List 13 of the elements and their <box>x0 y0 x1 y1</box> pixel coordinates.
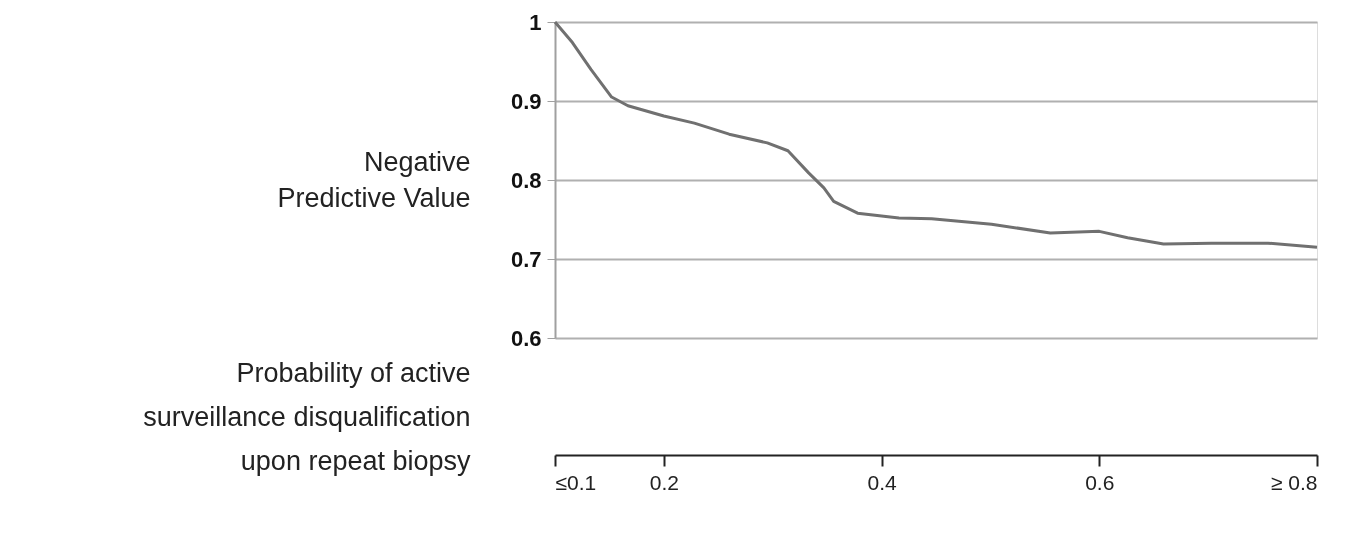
x-tick-label: 0.2 <box>649 470 679 494</box>
x-axis-title: Probability of active surveillance disqualification upon repeat biopsy <box>143 357 471 476</box>
x-tick-label: 0.6 <box>1085 470 1115 494</box>
y-tick-label: 0.6 <box>510 325 542 351</box>
y-tick-label: 0.9 <box>510 88 542 114</box>
x-tick-label: ≥ 0.8 <box>1270 470 1318 494</box>
y-tick-label: 0.8 <box>510 167 542 193</box>
y-axis-title: Negative Predictive Value <box>277 146 471 213</box>
y-tick-label: 0.7 <box>510 246 542 272</box>
x-tick-label: ≤0.1 <box>555 470 597 494</box>
y-tick-label: 1 <box>529 9 542 35</box>
line-series <box>553 20 1319 249</box>
x-tick-label: 0.4 <box>867 470 897 494</box>
